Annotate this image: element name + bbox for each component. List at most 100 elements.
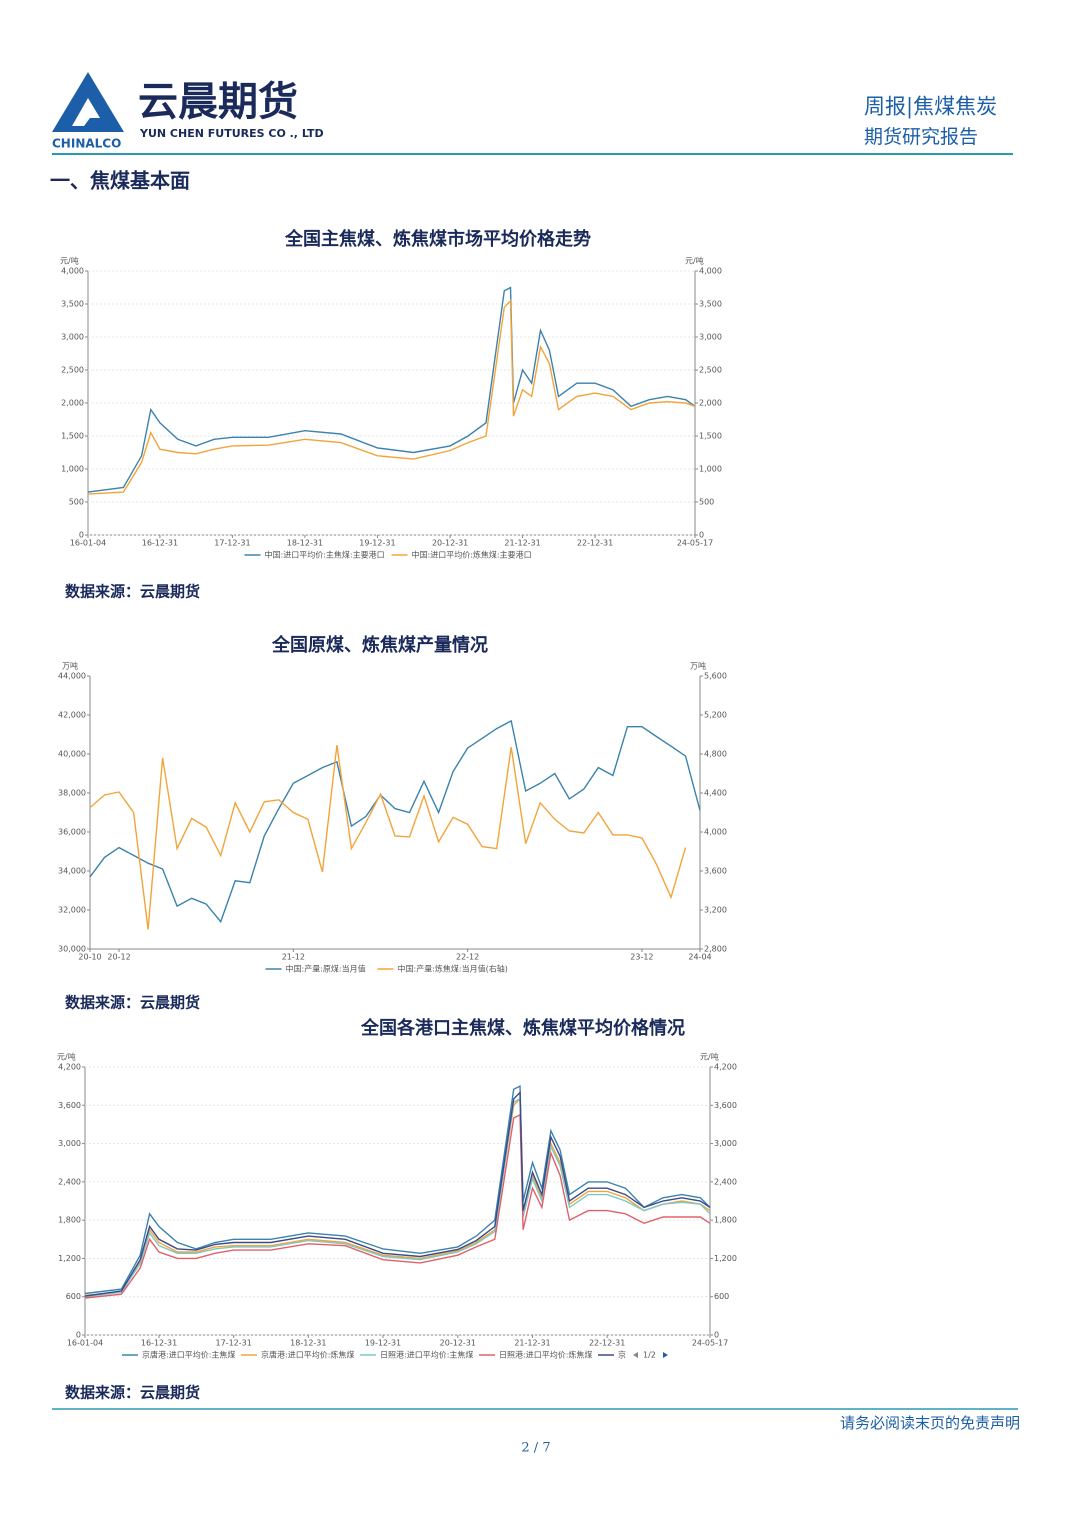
source: 数据来源：云晨期货 [65,583,200,601]
y-tick-label: 40,000 [58,750,86,759]
legend-label: 中国:进口平均价:主焦煤:主要港口 [265,550,385,560]
logo-cut [72,98,100,126]
y2-tick-label: 500 [699,498,714,507]
x-tick-label: 20-12-31 [440,1339,476,1348]
company-en: YUN CHEN FUTURES CO ., LTD [139,127,324,140]
y2-axis-label: 元/吨 [685,256,704,266]
legend-label: 京 [618,1350,626,1360]
y2-tick-label: 2,000 [699,399,722,408]
legend-label: 中国:产量:炼焦煤:当月值(右轴) [398,964,508,974]
y2-tick-label: 3,600 [714,1101,737,1110]
x-tick-label: 22-12 [456,953,479,962]
y2-tick-label: 3,600 [704,867,727,876]
y2-tick-label: 600 [714,1292,729,1301]
chart-title: 全国主焦煤、炼焦煤市场平均价格走势 [284,228,591,250]
company: 云晨期货 [138,79,298,125]
series-line [84,1090,711,1297]
x-tick-label: 24-04 [688,953,711,962]
y2-tick-label: 3,500 [699,300,722,309]
y2-axis-label: 万吨 [690,661,706,671]
y-axis-label: 元/吨 [57,1052,76,1062]
y-axis-label: 元/吨 [60,256,79,266]
y-tick-label: 500 [69,498,84,507]
page-number: 2 / 7 [521,1441,550,1456]
x-tick-label: 22-12-31 [577,539,613,548]
legend-label: 京唐港:进口平均价:主焦煤 [142,1350,235,1360]
y2-tick-label: 1,800 [714,1216,737,1225]
x-tick-label: 19-12-31 [365,1339,401,1348]
chart-title: 全国各港口主焦煤、炼焦煤平均价格情况 [360,1017,685,1039]
series-line [89,745,687,930]
series-line [87,298,696,495]
y2-tick-label: 4,200 [714,1063,737,1072]
x-tick-label: 16-01-04 [70,539,106,548]
x-tick-label: 21-12 [282,953,305,962]
y-tick-label: 4,200 [58,1063,81,1072]
y-tick-label: 42,000 [58,711,86,720]
y-tick-label: 34,000 [58,867,86,876]
series-line [84,1097,711,1298]
x-tick-label: 21-12-31 [514,1339,550,1348]
chart-title: 全国原煤、炼焦煤产量情况 [271,634,488,656]
y-tick-label: 3,500 [61,300,84,309]
y2-tick-label: 1,000 [699,465,722,474]
report-type: 周报|焦煤焦炭 [864,95,997,120]
y2-tick-label: 3,000 [699,333,722,342]
y-tick-label: 30,000 [58,945,86,954]
x-tick-label: 21-12-31 [504,539,540,548]
x-tick-label: 22-12-31 [589,1339,625,1348]
source: 数据来源：云晨期货 [65,994,200,1012]
y2-tick-label: 4,400 [704,789,727,798]
y-tick-label: 0 [79,531,84,540]
y2-tick-label: 2,400 [714,1177,737,1186]
x-tick-label: 18-12-31 [287,539,323,548]
y-tick-label: 44,000 [58,672,86,681]
legend-next [663,1352,668,1358]
x-tick-label: 19-12-31 [359,539,395,548]
y-tick-label: 4,000 [61,267,84,276]
x-tick-label: 16-12-31 [141,1339,177,1348]
x-tick-label: 24-05-17 [677,539,713,548]
series-line [87,286,696,493]
y-axis-label: 万吨 [62,661,78,671]
legend-label: 中国:进口平均价:炼焦煤:主要港口 [412,550,532,560]
legend-label: 中国:产量:原煤:当月值 [286,964,366,974]
y-tick-label: 2,000 [61,399,84,408]
y2-tick-label: 0 [714,1331,719,1340]
y2-tick-label: 2,500 [699,366,722,375]
legend-prev [633,1352,638,1358]
y2-tick-label: 3,200 [704,906,727,915]
x-tick-label: 18-12-31 [290,1339,326,1348]
x-tick-label: 23-12 [630,953,653,962]
y-tick-label: 3,600 [58,1101,81,1110]
legend-label: 京唐港:进口平均价:炼焦煤 [261,1350,354,1360]
y-tick-label: 1,000 [61,465,84,474]
y2-tick-label: 5,600 [704,672,727,681]
y2-axis-label: 元/吨 [700,1052,719,1062]
y2-tick-label: 4,000 [699,267,722,276]
legend-label: 日照港:进口平均价:炼焦煤 [499,1350,592,1360]
y-tick-label: 1,200 [58,1254,81,1263]
series-line [84,1113,711,1299]
y2-tick-label: 4,800 [704,750,727,759]
y-tick-label: 1,500 [61,432,84,441]
legend-label: 日照港:进口平均价:主焦煤 [380,1350,473,1360]
series-line [84,1084,711,1295]
brand: CHINALCO [52,137,121,151]
x-tick-label: 16-12-31 [142,539,178,548]
y2-tick-label: 4,000 [704,828,727,837]
y-tick-label: 2,500 [61,366,84,375]
y-tick-label: 3,000 [58,1139,81,1148]
x-tick-label: 24-05-17 [692,1339,728,1348]
section-title: 一、焦煤基本面 [50,169,190,193]
y-tick-label: 2,400 [58,1177,81,1186]
series-line [89,719,701,924]
y2-tick-label: 1,500 [699,432,722,441]
y2-tick-label: 1,200 [714,1254,737,1263]
y-tick-label: 36,000 [58,828,86,837]
x-tick-label: 20-12 [107,953,130,962]
x-tick-label: 17-12-31 [216,1339,252,1348]
report-name: 期货研究报告 [864,126,978,148]
